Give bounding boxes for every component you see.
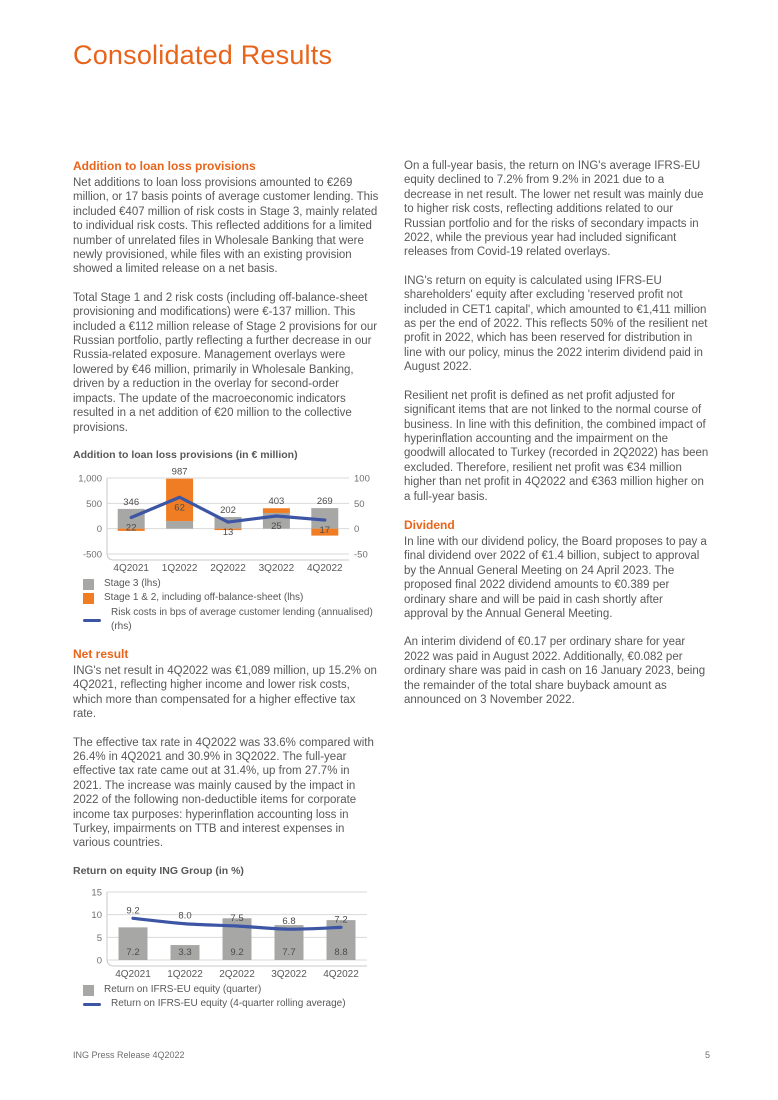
legend-item: Stage 3 (lhs) bbox=[83, 577, 379, 592]
svg-text:4Q2021: 4Q2021 bbox=[113, 563, 149, 574]
legend-label: Return on IFRS-EU equity (quarter) bbox=[104, 983, 262, 995]
footer-document-name: ING Press Release 4Q2022 bbox=[73, 1050, 185, 1060]
page-footer: ING Press Release 4Q2022 5 bbox=[73, 1050, 710, 1060]
paragraph: Net additions to loan loss provisions am… bbox=[73, 177, 379, 276]
svg-text:7.7: 7.7 bbox=[282, 947, 295, 958]
svg-text:4Q2022: 4Q2022 bbox=[323, 969, 359, 980]
paragraph: The effective tax rate in 4Q2022 was 33.… bbox=[73, 736, 374, 850]
svg-text:403: 403 bbox=[268, 496, 284, 507]
svg-text:62: 62 bbox=[174, 502, 185, 513]
two-column-layout: Addition to loan loss provisions Net add… bbox=[73, 159, 710, 1024]
chart-legend: Return on IFRS-EU equity (quarter) Return… bbox=[73, 983, 379, 1012]
page-title: Consolidated Results bbox=[73, 40, 333, 70]
paragraph: ING's net result in 4Q2022 was €1,089 mi… bbox=[73, 664, 377, 721]
legend-label: Stage 1 & 2, including off-balance-sheet… bbox=[104, 592, 304, 604]
svg-text:100: 100 bbox=[354, 473, 370, 484]
svg-text:1Q2022: 1Q2022 bbox=[162, 563, 198, 574]
svg-text:2Q2022: 2Q2022 bbox=[219, 969, 255, 980]
svg-text:17: 17 bbox=[320, 525, 331, 536]
svg-text:22: 22 bbox=[126, 522, 137, 533]
paragraph: In line with our dividend policy, the Bo… bbox=[404, 535, 707, 620]
legend-swatch-line bbox=[83, 1003, 101, 1007]
footer-page-number: 5 bbox=[704, 1050, 710, 1060]
svg-text:8.8: 8.8 bbox=[334, 947, 347, 958]
svg-text:25: 25 bbox=[271, 521, 282, 532]
legend-swatch-square bbox=[83, 578, 94, 590]
paragraph: An interim dividend of €0.17 per ordinar… bbox=[404, 636, 706, 706]
paragraph: On a full-year basis, the return on ING'… bbox=[404, 160, 704, 259]
svg-text:7.5: 7.5 bbox=[230, 913, 243, 924]
svg-text:7.2: 7.2 bbox=[126, 947, 139, 958]
svg-text:4Q2021: 4Q2021 bbox=[115, 969, 151, 980]
chart-title: Return on equity ING Group (in %) bbox=[73, 864, 244, 877]
section-heading-net-result: Net result bbox=[73, 646, 129, 661]
legend-swatch-line bbox=[83, 618, 101, 622]
legend-item: Return on IFRS-EU equity (4-quarter roll… bbox=[83, 997, 379, 1012]
svg-text:9.2: 9.2 bbox=[230, 947, 243, 958]
legend-label: Stage 3 (lhs) bbox=[104, 577, 161, 589]
legend-swatch-square bbox=[83, 984, 94, 996]
loan-loss-chart-block: Addition to loan loss provisions (in € m… bbox=[73, 449, 379, 635]
paragraph: ING's return on equity is calculated usi… bbox=[404, 274, 708, 374]
svg-text:10: 10 bbox=[91, 910, 102, 921]
svg-text:2Q2022: 2Q2022 bbox=[210, 563, 246, 574]
svg-text:9.2: 9.2 bbox=[126, 905, 139, 916]
svg-text:-50: -50 bbox=[354, 549, 368, 560]
svg-text:1,000: 1,000 bbox=[78, 473, 102, 484]
svg-text:0: 0 bbox=[97, 524, 102, 535]
legend-item: Stage 1 & 2, including off-balance-sheet… bbox=[83, 591, 379, 606]
svg-text:4Q2022: 4Q2022 bbox=[307, 563, 343, 574]
legend-swatch-square bbox=[83, 593, 94, 605]
chart-title: Addition to loan loss provisions (in € m… bbox=[73, 448, 298, 461]
svg-text:1Q2022: 1Q2022 bbox=[167, 969, 203, 980]
left-column: Addition to loan loss provisions Net add… bbox=[73, 159, 379, 1024]
svg-text:0: 0 bbox=[354, 524, 359, 535]
paragraph: Resilient net profit is defined as net p… bbox=[404, 389, 709, 503]
svg-text:7.2: 7.2 bbox=[334, 914, 347, 925]
svg-text:3.3: 3.3 bbox=[178, 947, 191, 958]
return-on-equity-chart: 15 10 5 0 7.2 3.3 9.2 7.7 8.8 4Q2021 1Q2022 2Q2022 3… bbox=[91, 887, 367, 980]
roe-chart-block: Return on equity ING Group (in %) 15 10 5 0… bbox=[73, 865, 379, 1012]
legend-label: Risk costs in bps of average customer le… bbox=[111, 606, 373, 633]
svg-text:6.8: 6.8 bbox=[282, 916, 295, 927]
svg-text:269: 269 bbox=[317, 496, 333, 507]
svg-text:8.0: 8.0 bbox=[178, 911, 191, 922]
legend-item: Risk costs in bps of average customer le… bbox=[83, 606, 379, 635]
svg-text:5: 5 bbox=[97, 933, 102, 944]
svg-text:0: 0 bbox=[97, 955, 102, 966]
svg-text:-500: -500 bbox=[83, 549, 102, 560]
section-heading-dividend: Dividend bbox=[404, 517, 455, 532]
svg-text:987: 987 bbox=[172, 467, 188, 478]
section-heading-loan-loss: Addition to loan loss provisions bbox=[73, 159, 256, 173]
svg-text:15: 15 bbox=[91, 887, 102, 898]
legend-item: Return on IFRS-EU equity (quarter) bbox=[83, 983, 379, 998]
svg-text:13: 13 bbox=[223, 527, 234, 538]
svg-text:346: 346 bbox=[123, 497, 139, 508]
svg-text:50: 50 bbox=[354, 499, 365, 510]
svg-text:202: 202 bbox=[220, 505, 236, 516]
legend-label: Return on IFRS-EU equity (4-quarter roll… bbox=[111, 998, 346, 1010]
svg-text:500: 500 bbox=[86, 499, 102, 510]
paragraph: Total Stage 1 and 2 risk costs (includin… bbox=[73, 291, 378, 434]
right-column: On a full-year basis, the return on ING'… bbox=[404, 159, 710, 1024]
chart-legend: Stage 3 (lhs) Stage 1 & 2, including off-… bbox=[73, 577, 379, 635]
svg-text:3Q2022: 3Q2022 bbox=[271, 969, 307, 980]
svg-text:3Q2022: 3Q2022 bbox=[259, 563, 295, 574]
